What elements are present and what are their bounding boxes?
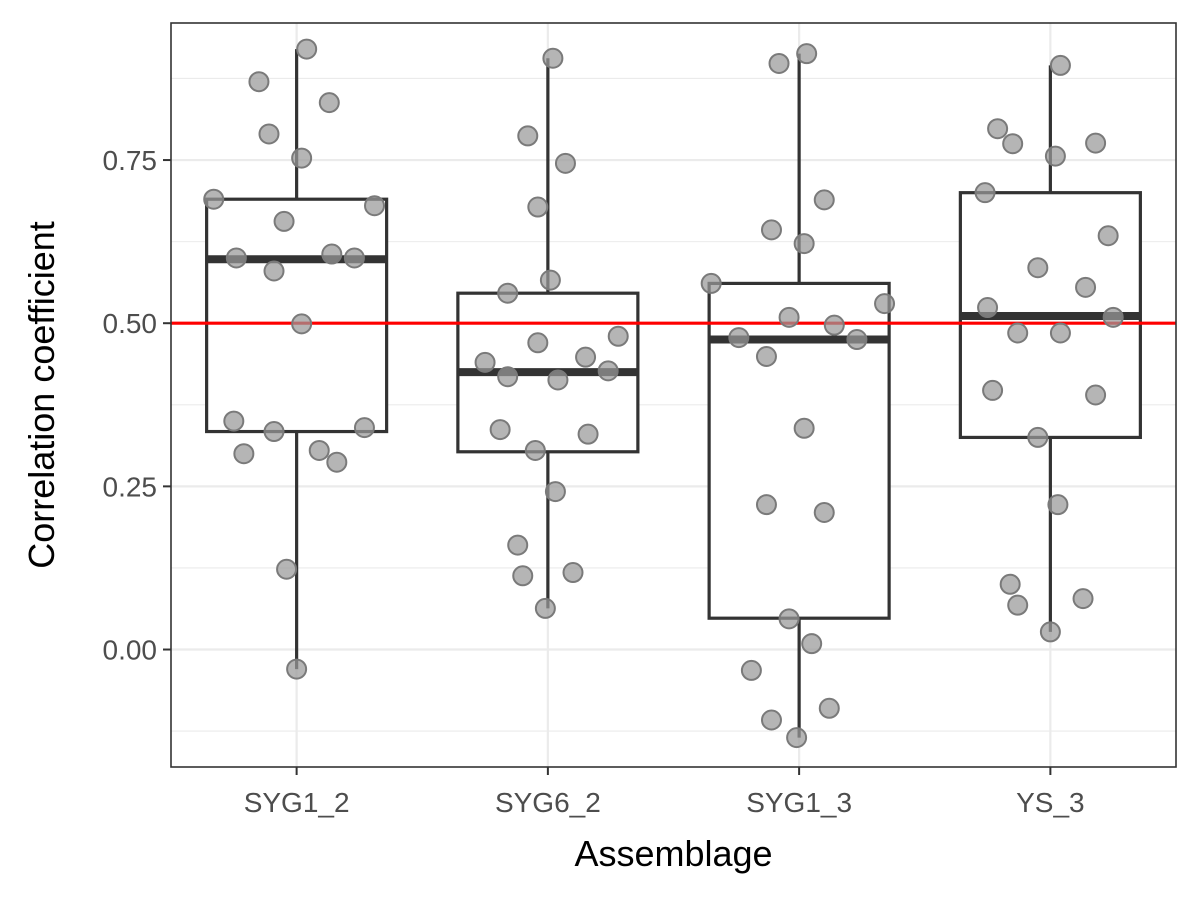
- data-point: [768, 52, 790, 74]
- data-point: [286, 658, 308, 680]
- data-point: [1007, 322, 1029, 344]
- data-point: [823, 314, 845, 336]
- y-axis-title: Correlation coefficient: [21, 221, 62, 569]
- data-point: [607, 325, 629, 347]
- x-tick-label: YS_3: [1016, 787, 1085, 818]
- data-point: [846, 329, 868, 351]
- data-point: [1085, 132, 1107, 154]
- data-point: [801, 633, 823, 655]
- panel-border: [170, 22, 1177, 768]
- data-point: [818, 697, 840, 719]
- data-point: [813, 501, 835, 523]
- data-point: [740, 659, 762, 681]
- data-point: [1097, 225, 1119, 247]
- data-point: [225, 247, 247, 269]
- jitter-points: [203, 38, 1124, 749]
- data-point: [291, 313, 313, 335]
- data-point: [755, 494, 777, 516]
- data-point: [786, 727, 808, 749]
- data-point: [728, 327, 750, 349]
- data-point: [1049, 54, 1071, 76]
- data-point: [700, 272, 722, 294]
- data-point: [796, 43, 818, 65]
- data-point: [554, 152, 576, 174]
- data-point: [258, 123, 280, 145]
- x-tick-label: SYG1_3: [746, 787, 852, 818]
- data-point: [524, 439, 546, 461]
- data-point: [577, 423, 599, 445]
- data-point: [547, 369, 569, 391]
- data-point: [353, 417, 375, 439]
- y-tick-label: 0.50: [103, 308, 158, 339]
- data-point: [755, 345, 777, 367]
- axis-ticks: 0.00 0.25 0.50 0.75 SYG1_2 SYG6_2 SYG1_3 YS_3: [103, 145, 1085, 818]
- data-point: [308, 439, 330, 461]
- x-tick-label: SYG6_2: [495, 787, 601, 818]
- data-point: [575, 346, 597, 368]
- data-point: [291, 147, 313, 169]
- data-point: [874, 293, 896, 315]
- data-point: [233, 443, 255, 465]
- data-point: [517, 125, 539, 147]
- data-point: [1027, 426, 1049, 448]
- data-point: [534, 597, 556, 619]
- data-point: [760, 709, 782, 731]
- data-point: [1007, 594, 1029, 616]
- data-point: [273, 210, 295, 232]
- data-point: [263, 421, 285, 443]
- data-point: [497, 366, 519, 388]
- data-point: [296, 38, 318, 60]
- data-point: [474, 351, 496, 373]
- data-point: [597, 360, 619, 382]
- data-point: [813, 189, 835, 211]
- data-point: [1075, 276, 1097, 298]
- data-point: [974, 182, 996, 204]
- data-point: [276, 558, 298, 580]
- data-point: [987, 118, 1009, 140]
- data-point: [364, 195, 386, 217]
- data-point: [1072, 588, 1094, 610]
- data-point: [326, 451, 348, 473]
- data-point: [512, 565, 534, 587]
- data-point: [527, 332, 549, 354]
- data-point: [1027, 257, 1049, 279]
- data-point: [223, 410, 245, 432]
- y-tick-label: 0.75: [103, 145, 158, 176]
- data-point: [542, 47, 564, 69]
- data-point: [497, 282, 519, 304]
- data-point: [1085, 384, 1107, 406]
- data-point: [982, 379, 1004, 401]
- y-tick-label: 0.00: [103, 635, 158, 666]
- data-point: [562, 562, 584, 584]
- data-point: [1102, 306, 1124, 328]
- data-point: [1039, 621, 1061, 643]
- data-point: [1002, 133, 1024, 155]
- data-point: [1047, 494, 1069, 516]
- data-point: [760, 219, 782, 241]
- data-point: [793, 417, 815, 439]
- data-point: [489, 419, 511, 441]
- data-point: [778, 608, 800, 630]
- data-point: [977, 297, 999, 319]
- data-point: [1044, 145, 1066, 167]
- data-point: [263, 260, 285, 282]
- data-point: [248, 71, 270, 93]
- data-point: [544, 481, 566, 503]
- y-tick-label: 0.25: [103, 471, 158, 502]
- data-point: [793, 233, 815, 255]
- x-axis-title: Assemblage: [574, 833, 772, 874]
- data-point: [321, 243, 343, 265]
- data-point: [778, 306, 800, 328]
- data-point: [527, 196, 549, 218]
- data-point: [539, 269, 561, 291]
- x-tick-label: SYG1_2: [244, 787, 350, 818]
- data-point: [318, 92, 340, 114]
- data-point: [203, 188, 225, 210]
- data-point: [343, 247, 365, 269]
- data-point: [507, 534, 529, 556]
- data-point: [1049, 322, 1071, 344]
- data-point: [999, 573, 1021, 595]
